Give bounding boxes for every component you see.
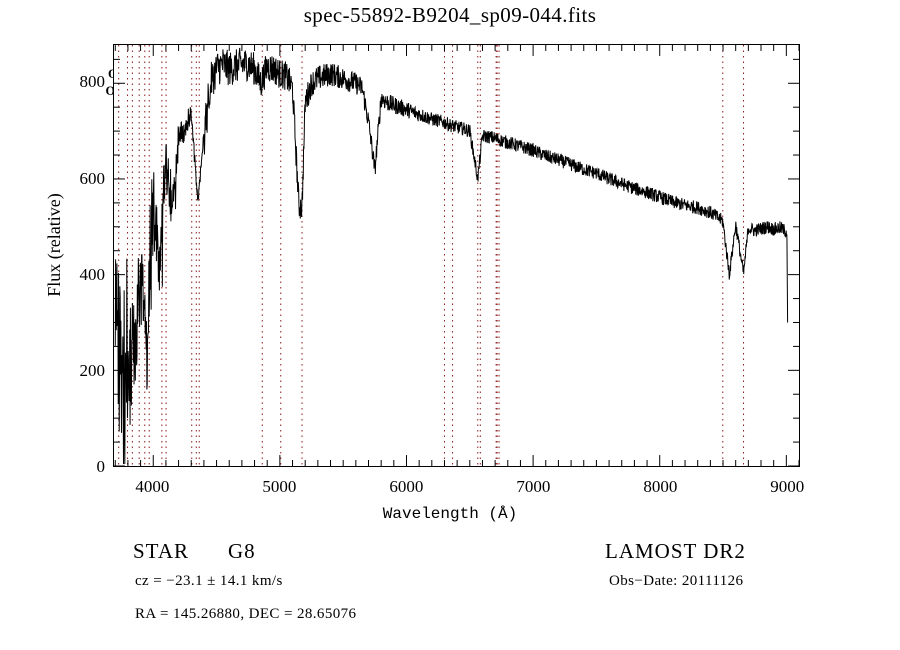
footer-object-class: STAR [133, 539, 189, 563]
footer-cz: cz = −23.1 ± 14.1 km/s [135, 573, 283, 589]
spectrum-canvas [114, 45, 799, 466]
x-tick-7000: 7000 [516, 477, 551, 496]
x-axis-label: Wavelength (Å) [382, 505, 518, 523]
figure-title: spec-55892-B9204_sp09-044.fits [303, 3, 597, 27]
footer-survey: LAMOST DR2 [605, 539, 746, 563]
y-tick-600: 600 [79, 168, 106, 188]
footer-coordinates: RA = 145.26880, DEC = 28.65076 [135, 606, 357, 622]
axis-tick-group [114, 45, 799, 466]
line-marker-group [119, 45, 744, 466]
x-tick-4000: 4000 [135, 477, 170, 496]
x-tick-9000: 9000 [770, 477, 805, 496]
y-tick-0: 0 [96, 457, 106, 476]
x-tick-5000: 5000 [262, 477, 297, 496]
x-tick-8000: 8000 [643, 477, 678, 496]
footer-spectral-type: G8 [228, 539, 256, 563]
y-tick-800: 800 [79, 72, 106, 92]
plot-area [113, 44, 800, 467]
footer-obs-date: Obs−Date: 20111126 [609, 573, 744, 589]
y-tick-400: 400 [79, 264, 106, 284]
spectrum-trace [115, 48, 787, 464]
y-tick-200: 200 [79, 360, 106, 380]
x-tick-6000: 6000 [389, 477, 424, 496]
